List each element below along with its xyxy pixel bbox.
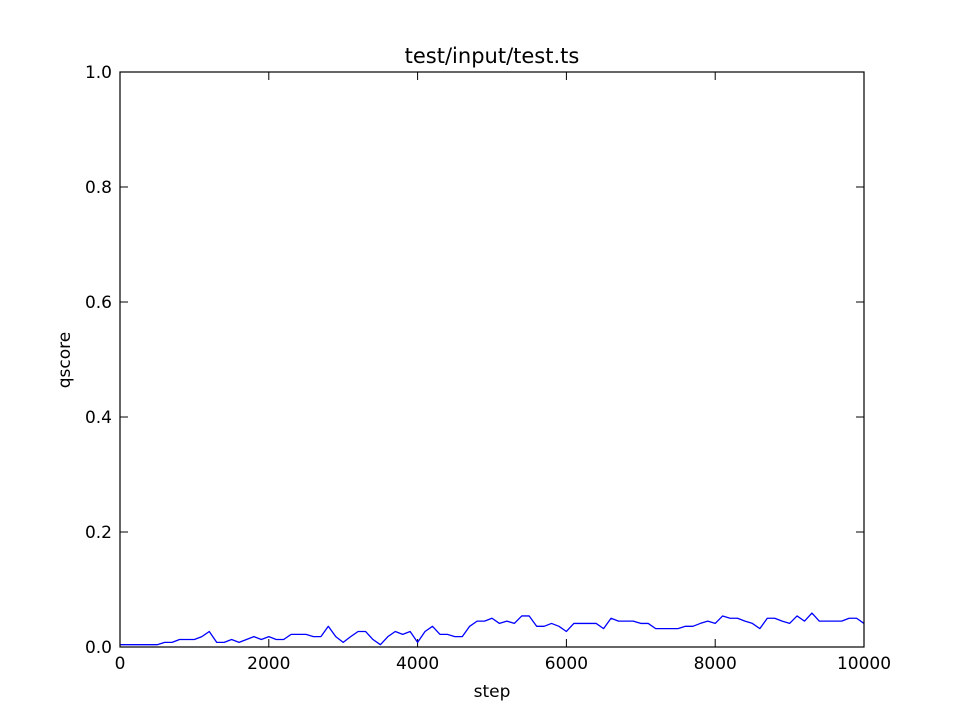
y-axis-label: qscore <box>55 332 75 388</box>
y-tick-label: 1.0 <box>85 63 112 83</box>
y-axis-ticks: 0.0 0.2 0.4 0.6 0.8 1.0 <box>85 63 864 658</box>
data-series-line <box>120 612 865 646</box>
y-tick-label: 0.2 <box>85 523 112 543</box>
y-tick-label: 0.8 <box>85 178 112 198</box>
y-tick-label: 0.6 <box>85 293 112 313</box>
chart-title: test/input/test.ts <box>405 44 580 68</box>
x-tick-label: 2000 <box>247 654 290 674</box>
x-tick-label: 6000 <box>545 654 588 674</box>
x-axis-label: step <box>474 682 511 702</box>
plot-area-frame <box>119 71 865 648</box>
x-tick-label: 8000 <box>694 654 737 674</box>
x-tick-label: 0 <box>115 654 126 674</box>
x-tick-label: 10000 <box>837 654 891 674</box>
x-tick-label: 4000 <box>396 654 439 674</box>
y-tick-label: 0.4 <box>85 408 112 428</box>
y-tick-label: 0.0 <box>85 638 112 658</box>
